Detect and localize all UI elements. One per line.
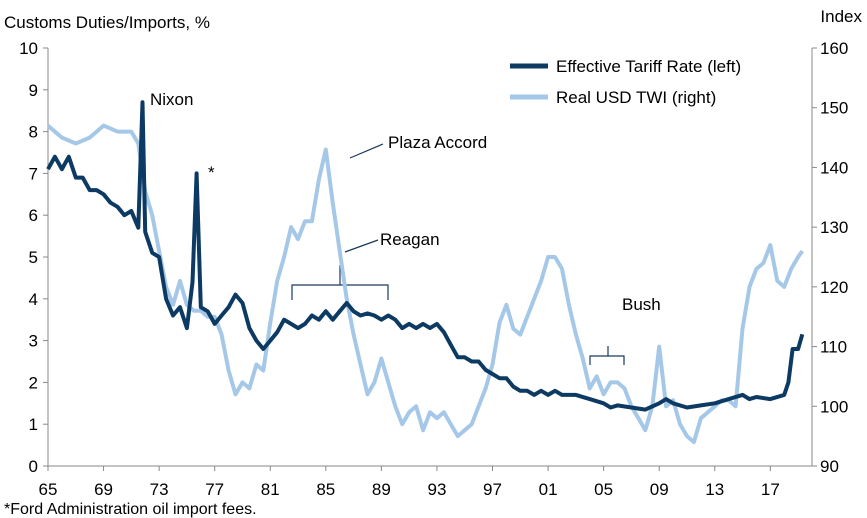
x-tick-label: 85 — [316, 480, 335, 499]
y2-tick-label: 160 — [820, 39, 848, 58]
y-tick-label: 6 — [29, 206, 38, 225]
x-tick-label: 65 — [39, 480, 58, 499]
x-tick-label: 73 — [150, 480, 169, 499]
y-tick-label: 5 — [29, 248, 38, 267]
annotation: Nixon — [150, 90, 193, 109]
y-tick-label: 3 — [29, 332, 38, 351]
y2-tick-label: 110 — [820, 338, 847, 357]
y-tick-label: 10 — [19, 39, 38, 58]
y2-tick-label: 130 — [820, 218, 848, 237]
annotation: * — [208, 163, 215, 182]
y2-tick-label: 120 — [820, 278, 848, 297]
y2-axis-title: Index — [820, 7, 862, 26]
x-tick-label: 93 — [427, 480, 446, 499]
y-tick-label: 7 — [29, 164, 38, 183]
y2-tick-label: 150 — [820, 99, 848, 118]
annotation-pointer — [349, 143, 384, 159]
annotation: Bush — [622, 295, 661, 314]
y-axis-title: Customs Duties/Imports, % — [4, 13, 210, 32]
y-tick-label: 0 — [29, 457, 38, 476]
y-tick-label: 8 — [29, 123, 38, 142]
y2-tick-label: 90 — [820, 457, 839, 476]
y-tick-label: 9 — [29, 81, 38, 100]
y-tick-label: 2 — [29, 373, 38, 392]
x-tick-label: 97 — [483, 480, 502, 499]
y-tick-label: 4 — [29, 290, 38, 309]
y2-tick-label: 100 — [820, 397, 848, 416]
x-tick-label: 69 — [94, 480, 113, 499]
x-tick-label: 81 — [261, 480, 280, 499]
series-line — [46, 123, 804, 445]
bracket — [291, 265, 389, 300]
x-tick-label: 77 — [205, 480, 224, 499]
x-tick-label: 01 — [539, 480, 558, 499]
series-line — [46, 100, 805, 412]
y2-tick-label: 140 — [820, 158, 848, 177]
bracket — [589, 346, 625, 365]
y-tick-label: 1 — [29, 415, 38, 434]
x-tick-label: 13 — [705, 480, 724, 499]
footnote: *Ford Administration oil import fees. — [4, 501, 257, 518]
x-tick-label: 09 — [650, 480, 669, 499]
legend-label: Real USD TWI (right) — [556, 88, 716, 107]
x-tick-label: 89 — [372, 480, 391, 499]
legend-label: Effective Tariff Rate (left) — [556, 57, 741, 76]
annotation: Plaza Accord — [388, 133, 487, 152]
annotation: Reagan — [380, 230, 440, 249]
annotation-pointer — [344, 239, 379, 253]
x-tick-label: 17 — [761, 480, 780, 499]
x-tick-label: 05 — [594, 480, 613, 499]
